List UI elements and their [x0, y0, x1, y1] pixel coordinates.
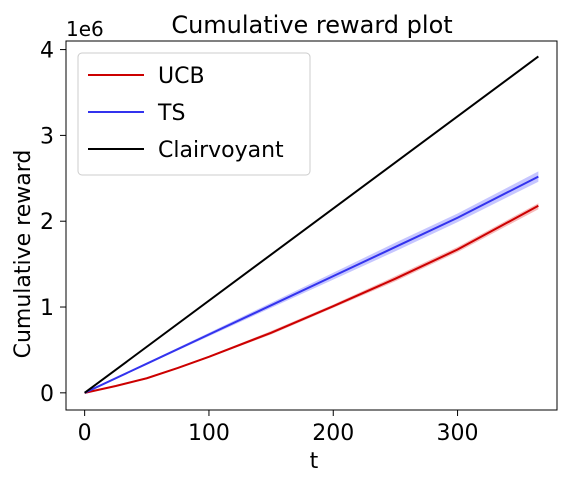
series-line-ucb — [84, 204, 539, 394]
x-tick-label: 0 — [78, 421, 92, 446]
axes-frame — [65, 40, 558, 411]
legend-label-ucb: UCB — [158, 64, 205, 89]
y-axis-offset-label: 1e6 — [66, 17, 104, 41]
x-tick-label: 300 — [437, 421, 479, 446]
series-band-ucb — [84, 203, 539, 393]
y-tick-label: 1 — [40, 296, 54, 321]
x-tick-label: 200 — [312, 421, 354, 446]
series-band-ts — [84, 171, 539, 393]
chart-title: Cumulative reward plot — [171, 11, 452, 39]
series-line-clairvoyant — [84, 55, 539, 394]
plot-area: 0 100 200 300 0 1 2 3 4 UCB TS Clairvoyant — [40, 39, 558, 446]
legend-label-clairvoyant: Clairvoyant — [158, 138, 284, 163]
x-tick-label: 100 — [188, 421, 230, 446]
y-axis-label: Cumulative reward — [11, 150, 36, 359]
series-line-ts — [84, 175, 539, 394]
y-tick-label: 0 — [40, 382, 54, 407]
y-tick-label: 4 — [40, 39, 54, 64]
legend-box — [77, 52, 311, 176]
y-tick-label: 3 — [40, 124, 54, 149]
y-tick-label: 2 — [40, 210, 54, 235]
legend-label-ts: TS — [157, 101, 185, 126]
x-axis-label: t — [310, 449, 319, 474]
